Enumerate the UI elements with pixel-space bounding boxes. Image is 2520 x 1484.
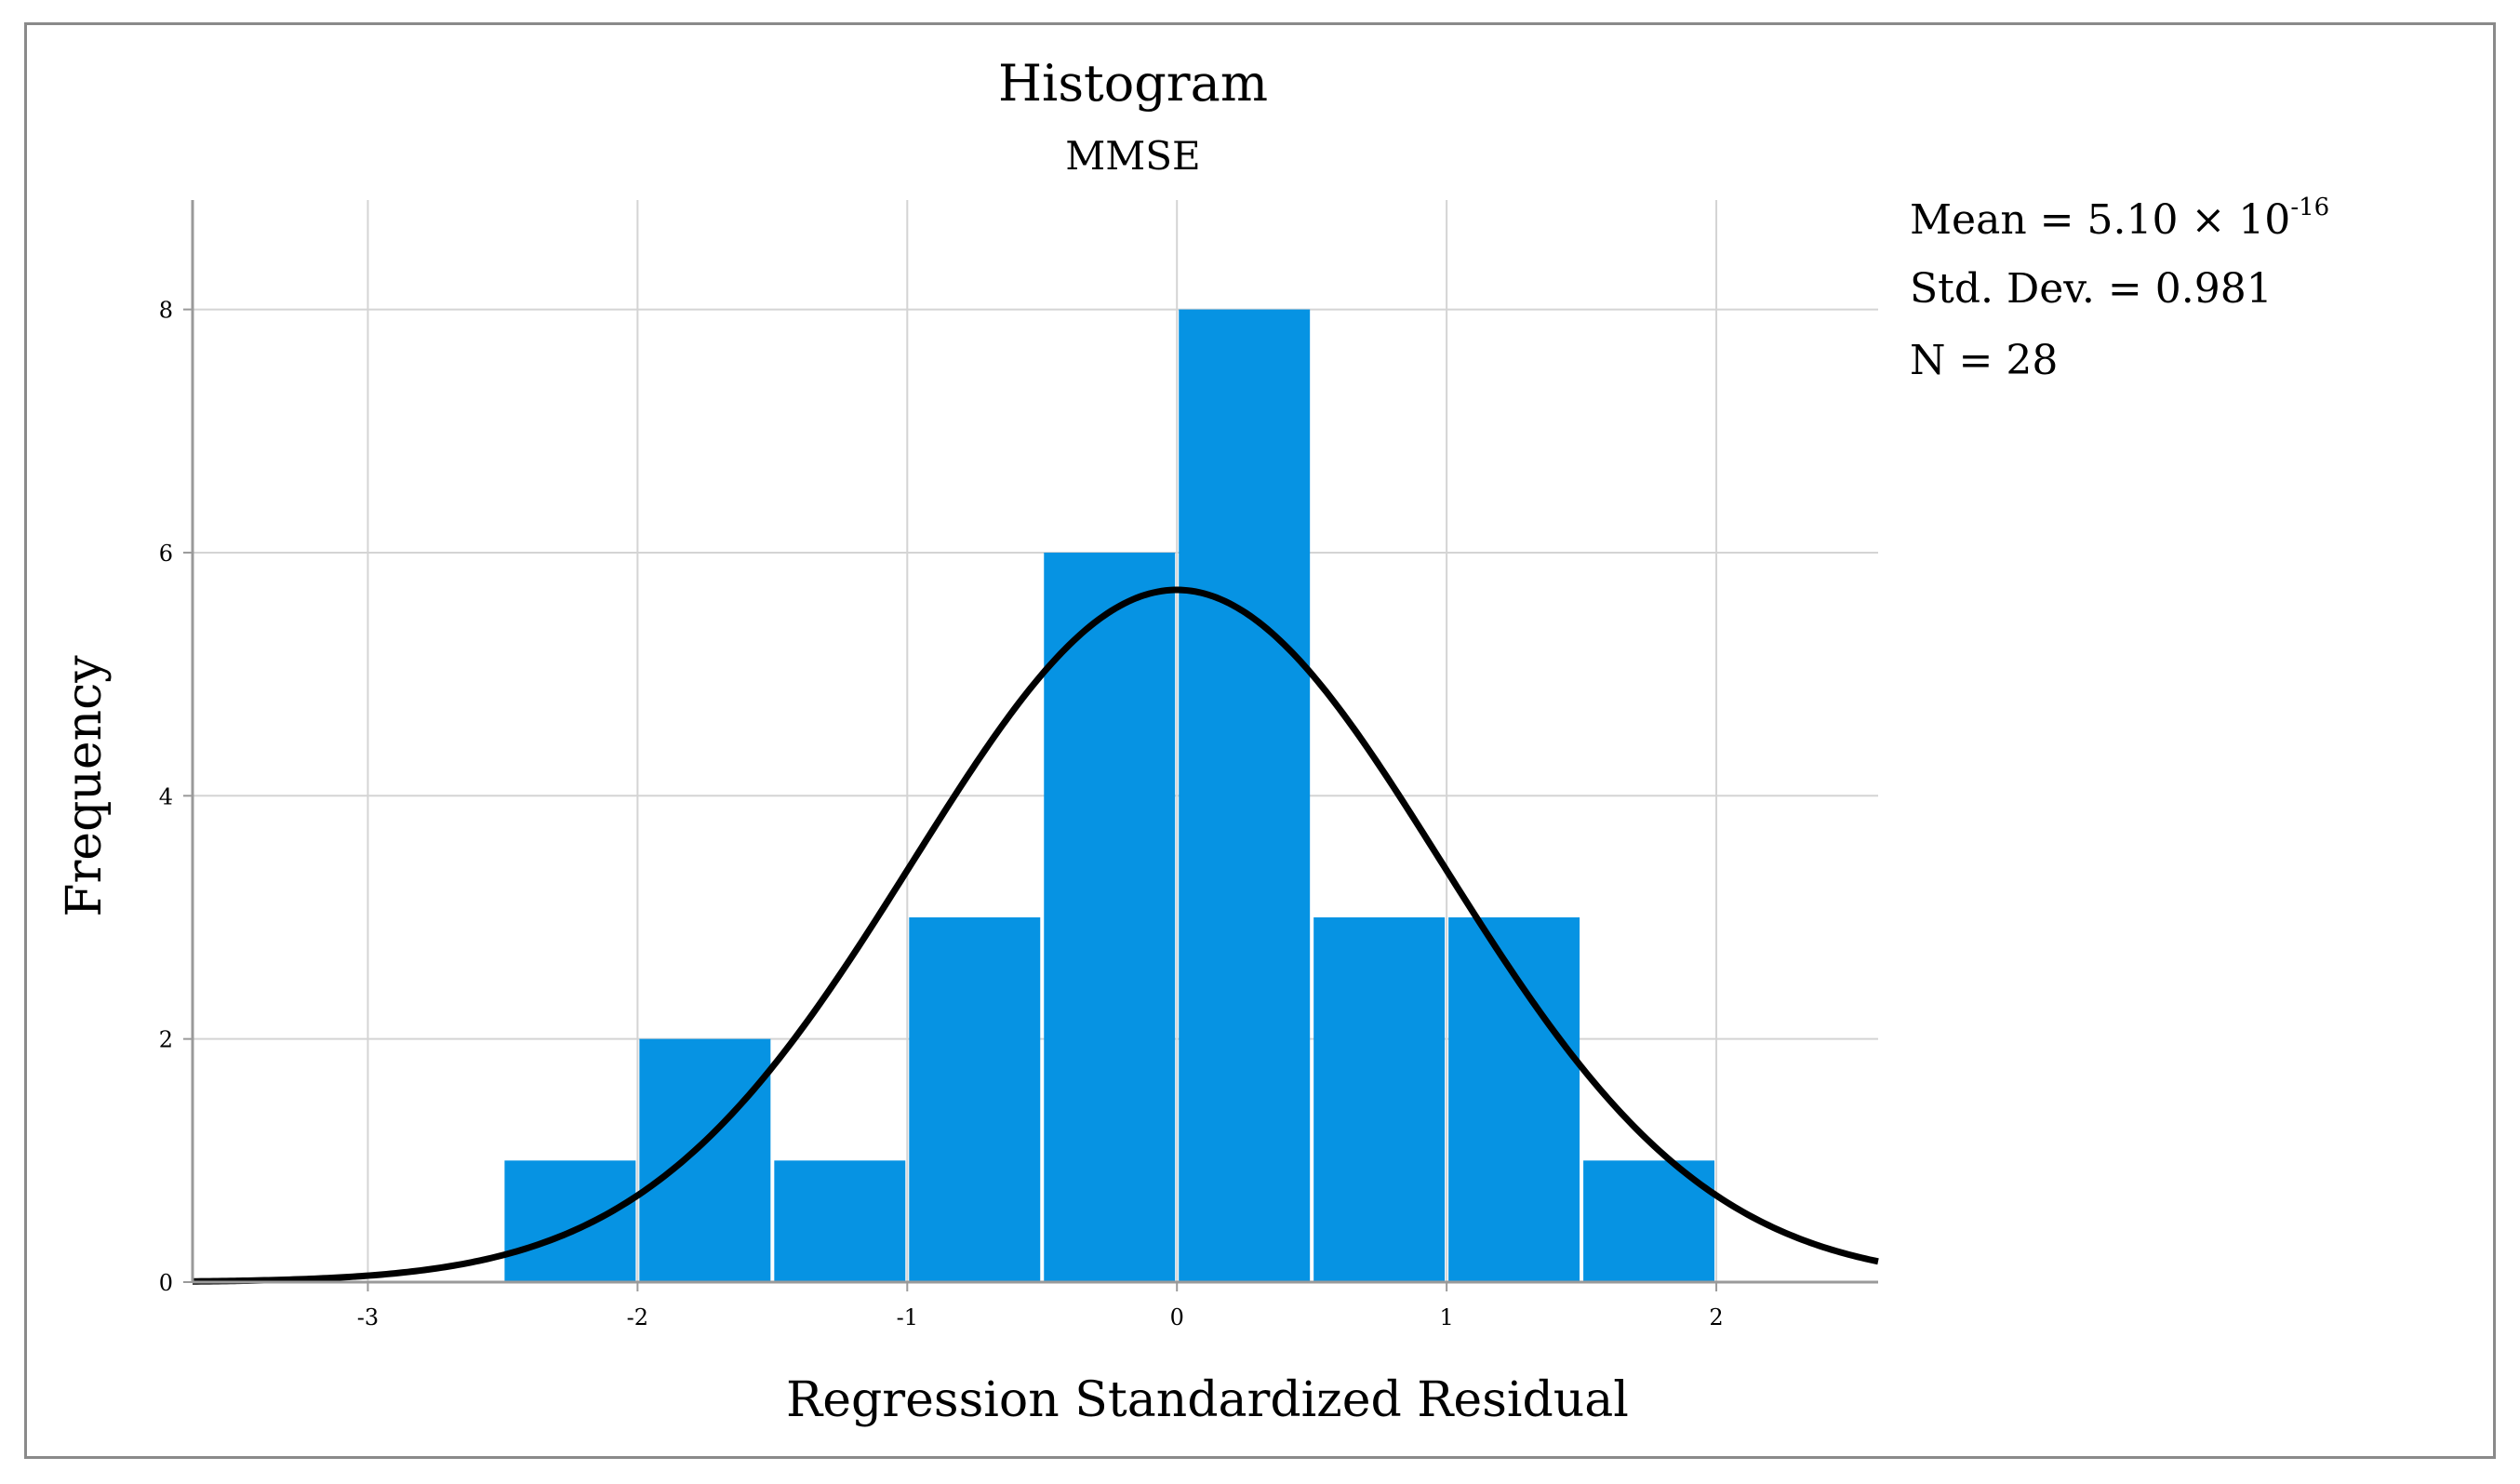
- stats-mean-exponent: -16: [2290, 194, 2330, 221]
- y-axis-label: Frequency: [57, 655, 113, 917]
- normal-curve-group: [192, 586, 1879, 1285]
- grid-lines: [193, 200, 1878, 1282]
- histogram-bars: [504, 309, 1715, 1283]
- y-tick-label-1: 2: [159, 1027, 173, 1053]
- stats-n: N = 28: [1910, 337, 2059, 384]
- y-tick-label-2: 4: [159, 783, 173, 809]
- stats-mean: Mean = 5.10 × 10-16: [1910, 194, 2329, 244]
- x-tick-label-0: -3: [357, 1304, 379, 1330]
- bar-0: [504, 1160, 636, 1282]
- stats-std-dev: Std. Dev. = 0.981: [1910, 265, 2273, 313]
- bar-3: [909, 916, 1041, 1282]
- stats-mean-text: Mean = 5.10 × 10: [1910, 196, 2291, 244]
- x-tick-label-1: -2: [627, 1304, 648, 1330]
- bar-1: [639, 1038, 771, 1282]
- bar-5: [1179, 309, 1311, 1283]
- axes: [183, 200, 1878, 1291]
- tick-labels: -3 -2 -1 0 1 2 0 2 4 6 8: [159, 298, 1724, 1330]
- x-tick-label-4: 1: [1439, 1304, 1453, 1330]
- x-tick-label-5: 2: [1709, 1304, 1723, 1330]
- chart-subtitle: MMSE: [1065, 133, 1200, 179]
- bar-4: [1044, 552, 1176, 1282]
- y-tick-label-0: 0: [159, 1270, 173, 1296]
- chart-title: Histogram: [998, 54, 1268, 113]
- y-tick-label-3: 6: [159, 541, 173, 567]
- normal-curve: [192, 586, 1879, 1285]
- y-tick-label-4: 8: [159, 298, 173, 324]
- x-tick-label-2: -1: [897, 1304, 918, 1330]
- bar-2: [774, 1160, 906, 1282]
- x-axis-label: Regression Standardized Residual: [786, 1372, 1629, 1428]
- bar-6: [1313, 916, 1446, 1282]
- x-tick-label-3: 0: [1170, 1304, 1184, 1330]
